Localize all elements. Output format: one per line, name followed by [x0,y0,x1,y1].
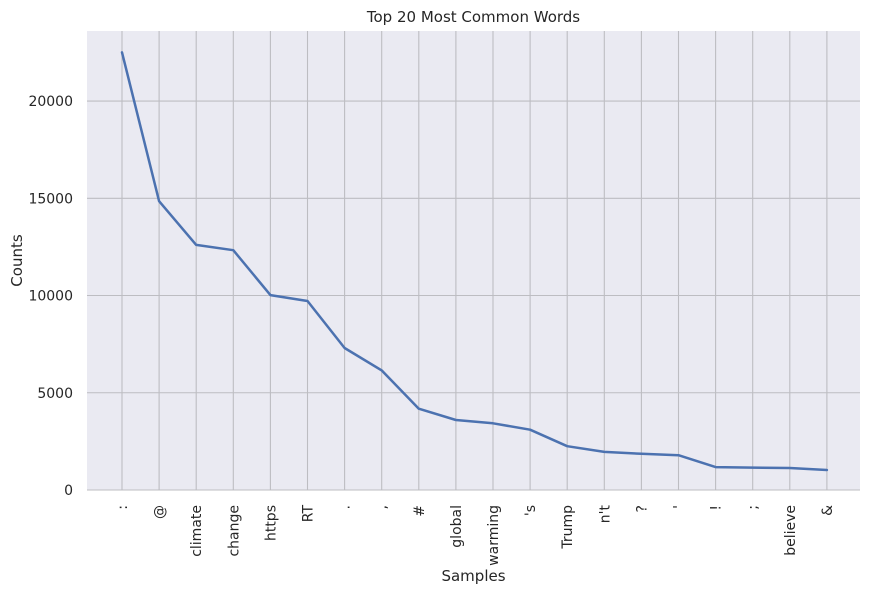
x-tick-label: ; [746,505,762,510]
y-tick-label: 0 [64,483,73,499]
x-tick-label: ' [672,505,688,509]
y-tick-label: 20000 [28,94,73,110]
x-tick-label: RT [301,505,317,523]
x-tick-labels: : @ climate change https RT., # global warming 's… [115,504,836,565]
x-tick-label: Trump [560,505,576,550]
x-tick-label: believe [783,505,799,556]
chart-title: Top 20 Most Common Words [366,8,580,26]
y-tick-label: 10000 [28,289,73,305]
x-tick-label: , [375,505,391,509]
plot-area [87,31,860,490]
x-tick-label: ! [709,505,725,511]
x-tick-label: ? [634,505,650,512]
x-grid [121,31,828,490]
x-axis-label: Samples [441,567,505,585]
x-tick-label: warming [486,505,502,566]
y-grid [87,100,860,491]
x-tick-label: https [263,505,279,541]
x-tick-label: 's [523,505,539,516]
y-tick-label: 15000 [28,191,73,207]
y-tick-label: 5000 [37,386,73,402]
x-tick-label: change [226,505,242,557]
x-tick-label: @ [152,505,168,519]
x-tick-label: climate [189,505,205,557]
x-tick-label: # [412,505,428,517]
y-axis-label: Counts [8,234,26,287]
x-tick-label: & [820,505,836,516]
y-tick-labels: 0 5000 10000 15000 20000 [28,94,73,499]
x-tick-label: . [338,505,354,509]
x-tick-label: global [449,505,465,548]
x-tick-label: n't [597,504,613,523]
series-line [120,51,829,472]
x-tick-label: : [115,505,131,510]
